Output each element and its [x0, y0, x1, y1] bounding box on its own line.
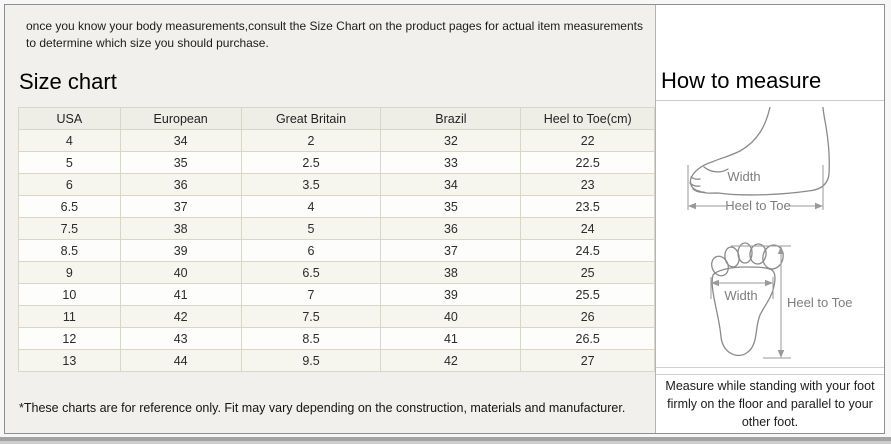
size-cell: 3.5 — [240, 173, 382, 196]
size-cell: 24.5 — [520, 239, 655, 262]
instruction-box: Measure while standing with your foot fi… — [656, 374, 884, 433]
size-cell: 5 — [18, 151, 121, 174]
size-cell: 38 — [119, 217, 242, 240]
size-cell: 9.5 — [240, 349, 382, 372]
size-row: 5 35 2.5 33 22.5 — [18, 151, 655, 174]
footprint-top-view-diagram: Width Heel to Toe — [710, 242, 853, 359]
size-cell: 44 — [119, 349, 242, 372]
size-cell: 6.5 — [18, 195, 121, 218]
size-cell: 26.5 — [520, 327, 655, 350]
size-cell: 8.5 — [240, 327, 382, 350]
size-cell: 37 — [119, 195, 242, 218]
panel-gap — [656, 368, 884, 374]
size-cell: 39 — [380, 283, 522, 306]
foot-side-view-diagram: Width Heel to Toe — [687, 107, 830, 213]
size-row: 11 42 7.5 40 26 — [18, 305, 655, 328]
size-table-header-row: USA European Great Britain Brazil Heel t… — [18, 107, 655, 130]
size-cell: 7 — [240, 283, 382, 306]
top-view-width-label: Width — [724, 288, 757, 303]
size-cell: 35 — [119, 151, 242, 174]
footnote-text: *These charts are for reference only. Fi… — [19, 401, 626, 415]
size-row: 6.5 37 4 35 23.5 — [18, 195, 655, 218]
size-row: 9 40 6.5 38 25 — [18, 261, 655, 284]
size-cell: 43 — [119, 327, 242, 350]
size-row: 12 43 8.5 41 26.5 — [18, 327, 655, 350]
size-cell: 27 — [520, 349, 655, 372]
size-table: USA European Great Britain Brazil Heel t… — [18, 107, 655, 372]
size-cell: 7.5 — [18, 217, 121, 240]
size-row: 4 34 2 32 22 — [18, 129, 655, 152]
size-cell: 2.5 — [240, 151, 382, 174]
column-header-brazil: Brazil — [380, 107, 522, 130]
column-header-european: European — [119, 107, 242, 130]
size-cell: 23 — [520, 173, 655, 196]
size-cell: 9 — [18, 261, 121, 284]
size-cell: 42 — [119, 305, 242, 328]
size-cell: 5 — [240, 217, 382, 240]
size-cell: 12 — [18, 327, 121, 350]
size-cell: 38 — [380, 261, 522, 284]
size-cell: 24 — [520, 217, 655, 240]
size-row: 8.5 39 6 37 24.5 — [18, 239, 655, 262]
size-cell: 40 — [119, 261, 242, 284]
size-cell: 2 — [240, 129, 382, 152]
size-cell: 26 — [520, 305, 655, 328]
size-cell: 22.5 — [520, 151, 655, 174]
side-view-heel-to-toe-label: Heel to Toe — [725, 198, 791, 213]
column-header-great-britain: Great Britain — [240, 107, 382, 130]
size-cell: 37 — [380, 239, 522, 262]
size-chart-title: Size chart — [19, 69, 117, 94]
size-chart-panel: once you know your body measurements,con… — [5, 5, 655, 433]
size-cell: 7.5 — [240, 305, 382, 328]
intro-text: once you know your body measurements,con… — [26, 19, 643, 51]
size-row: 10 41 7 39 25.5 — [18, 283, 655, 306]
size-cell: 41 — [380, 327, 522, 350]
bottom-edge-bar-light — [0, 441, 891, 444]
measure-diagrams: Width Heel to Toe Width — [656, 101, 884, 368]
size-cell: 40 — [380, 305, 522, 328]
size-cell: 8.5 — [18, 239, 121, 262]
size-cell: 10 — [18, 283, 121, 306]
size-cell: 34 — [119, 129, 242, 152]
size-cell: 39 — [119, 239, 242, 262]
content-frame: once you know your body measurements,con… — [4, 4, 885, 434]
size-cell: 6 — [240, 239, 382, 262]
size-cell: 6.5 — [240, 261, 382, 284]
size-cell: 23.5 — [520, 195, 655, 218]
size-cell: 41 — [119, 283, 242, 306]
size-cell: 36 — [119, 173, 242, 196]
size-cell: 36 — [380, 217, 522, 240]
size-cell: 35 — [380, 195, 522, 218]
column-header-usa: USA — [18, 107, 121, 130]
size-row: 7.5 38 5 36 24 — [18, 217, 655, 240]
size-cell: 11 — [18, 305, 121, 328]
size-cell: 4 — [240, 195, 382, 218]
size-cell: 42 — [380, 349, 522, 372]
side-view-width-label: Width — [727, 169, 760, 184]
size-cell: 6 — [18, 173, 121, 196]
size-cell: 34 — [380, 173, 522, 196]
size-cell: 25 — [520, 261, 655, 284]
size-cell: 22 — [520, 129, 655, 152]
how-to-measure-header: How to measure — [656, 5, 884, 101]
size-cell: 25.5 — [520, 283, 655, 306]
size-row: 13 44 9.5 42 27 — [18, 349, 655, 372]
size-cell: 13 — [18, 349, 121, 372]
size-cell: 4 — [18, 129, 121, 152]
size-cell: 32 — [380, 129, 522, 152]
top-view-heel-to-toe-label: Heel to Toe — [787, 295, 853, 310]
size-cell: 33 — [380, 151, 522, 174]
instruction-text: Measure while standing with your foot fi… — [665, 378, 875, 430]
how-to-measure-title: How to measure — [661, 68, 822, 93]
column-header-heel-to-toe: Heel to Toe(cm) — [520, 107, 655, 130]
size-row: 6 36 3.5 34 23 — [18, 173, 655, 196]
how-to-measure-panel: How to measure Width Heel to Toe — [655, 5, 884, 433]
bottom-edge-bar — [0, 437, 891, 441]
